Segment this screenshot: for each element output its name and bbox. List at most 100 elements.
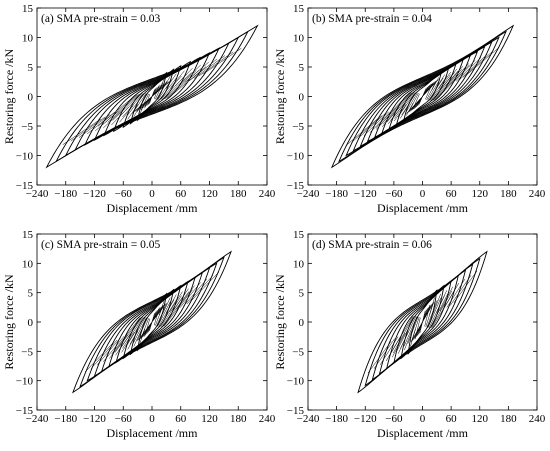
unloading-line (414, 317, 421, 340)
unloading-line (158, 300, 165, 316)
hysteresis-loop (402, 70, 443, 123)
unloading-line (133, 329, 142, 347)
unloading-line (394, 92, 415, 119)
unloading-line (158, 78, 165, 91)
unloading-line (149, 312, 155, 332)
x-tick-label: −180 (325, 188, 348, 200)
x-tick-label: 240 (259, 188, 276, 200)
unloading-line (442, 68, 458, 88)
y-axis-title: Restoring force /kN (273, 49, 287, 145)
unloading-line (170, 70, 185, 88)
unloading-line (165, 73, 177, 89)
unloading-line (90, 339, 118, 369)
x-tick-label: −240 (26, 188, 49, 200)
x-tick-label: 180 (230, 413, 247, 425)
unloading-line (459, 54, 488, 80)
unloading-line (127, 104, 139, 120)
panel-title: (b) SMA pre-strain = 0.04 (312, 13, 432, 25)
x-tick-label: −120 (354, 188, 377, 200)
unloading-line (103, 108, 125, 129)
hysteresis-loop (129, 68, 175, 125)
x-tick-label: 120 (472, 188, 489, 200)
unloading-line (385, 334, 402, 362)
hysteresis-loop (136, 292, 168, 352)
unloading-line (160, 295, 182, 327)
unloading-line (172, 288, 189, 311)
unloading-line (107, 93, 139, 123)
y-axis-title: Restoring force /kN (2, 274, 16, 370)
unloading-line (184, 61, 209, 83)
x-tick-label: −60 (115, 188, 133, 200)
x-tick-label: −240 (297, 188, 320, 200)
y-tick-label: 15 (293, 3, 305, 15)
x-tick-label: −120 (83, 188, 106, 200)
y-tick-label: −10 (287, 376, 305, 388)
loops-group (72, 250, 232, 394)
unloading-line (407, 316, 419, 344)
unloading-line (139, 328, 146, 344)
y-tick-label: −5 (21, 121, 33, 133)
unloading-line (95, 110, 120, 132)
unloading-line (165, 294, 177, 314)
hysteresis-loop (330, 24, 515, 169)
unloading-line (425, 83, 433, 100)
unloading-line (84, 342, 114, 373)
x-tick-label: −240 (26, 413, 49, 425)
y-tick-label: 5 (28, 288, 34, 300)
hysteresis-loop (407, 289, 438, 355)
unloading-line (186, 275, 214, 305)
unloading-line (129, 317, 146, 345)
y-tick-label: 10 (293, 258, 305, 270)
unloading-line (133, 103, 142, 117)
unloading-line (436, 290, 447, 313)
x-tick-label: 120 (201, 188, 218, 200)
unloading-line (424, 304, 431, 327)
x-tick-label: −180 (325, 413, 348, 425)
x-tick-label: 240 (259, 413, 276, 425)
x-tick-label: 180 (500, 188, 517, 200)
y-tick-label: −10 (16, 151, 34, 163)
y-tick-label: 10 (293, 33, 305, 45)
unloading-line (426, 300, 438, 328)
y-tick-label: −10 (16, 376, 34, 388)
loops-group (45, 24, 259, 169)
unloading-line (139, 102, 146, 115)
x-tick-label: 0 (149, 188, 155, 200)
y-tick-label: 0 (28, 317, 34, 329)
y-tick-label: −10 (287, 151, 305, 163)
y-tick-label: −15 (287, 405, 305, 417)
unloading-line (408, 92, 419, 112)
unloading-line (158, 299, 175, 327)
unloading-line (429, 297, 435, 315)
unloading-line (86, 111, 115, 135)
x-tick-label: 120 (472, 413, 489, 425)
x-tick-label: −180 (54, 188, 77, 200)
y-tick-label: −5 (292, 346, 304, 358)
hysteresis-loop (345, 36, 500, 157)
x-tick-label: −120 (83, 413, 106, 425)
unloading-line (432, 70, 459, 101)
unloading-line (419, 311, 426, 333)
y-tick-label: 15 (293, 229, 305, 241)
x-tick-label: 180 (230, 188, 247, 200)
x-tick-label: −120 (354, 413, 377, 425)
hysteresis-loop (400, 284, 445, 360)
x-tick-label: −60 (385, 188, 403, 200)
unloading-line (133, 317, 147, 343)
panel-title: (c) SMA pre-strain = 0.05 (41, 239, 160, 251)
unloading-line (112, 93, 141, 121)
x-axis-title: Displacement /mm (107, 201, 199, 215)
unloading-line (153, 307, 160, 326)
x-tick-label: −180 (54, 413, 77, 425)
x-tick-label: −240 (297, 413, 320, 425)
unloading-line (410, 329, 416, 347)
unloading-line (387, 105, 403, 125)
unloading-line (179, 64, 201, 85)
hysteresis-loop (129, 288, 175, 356)
y-tick-label: −15 (16, 405, 34, 417)
unloading-line (432, 293, 441, 314)
unloading-line (443, 282, 460, 310)
unloading-line (431, 290, 453, 328)
unloading-line (115, 333, 132, 356)
